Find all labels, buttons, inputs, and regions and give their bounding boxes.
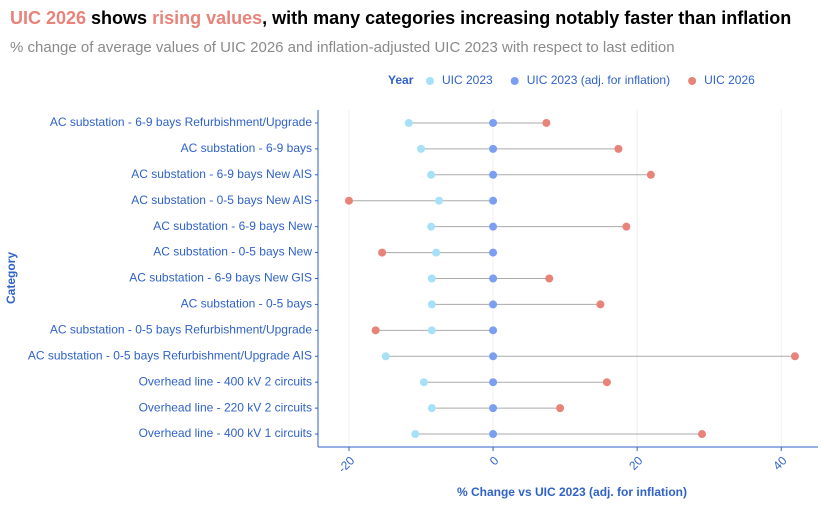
dot — [602, 378, 611, 387]
dot — [381, 352, 390, 361]
title-part: UIC 2026 — [10, 8, 86, 28]
dot — [545, 274, 554, 283]
dot — [411, 430, 420, 439]
dot — [417, 144, 426, 153]
y-tick-label: AC substation - 0-5 bays New AIS — [131, 193, 312, 207]
dot — [344, 196, 353, 205]
dot — [622, 222, 631, 231]
dot — [542, 118, 551, 127]
title-part: rising values — [152, 8, 262, 28]
y-tick-label: Overhead line - 400 kV 1 circuits — [139, 426, 312, 440]
y-tick-label: AC substation - 0-5 bays — [181, 297, 312, 311]
dot — [489, 300, 498, 309]
dot — [489, 326, 498, 335]
dot — [432, 248, 441, 257]
y-tick-label: AC substation - 6-9 bays Refurbishment/U… — [50, 115, 312, 129]
x-tick-label: -20 — [335, 453, 357, 475]
dot — [378, 248, 387, 257]
dot — [489, 196, 498, 205]
y-axis-label: Category — [4, 252, 18, 304]
dot — [489, 378, 498, 387]
dot — [404, 118, 413, 127]
dot — [698, 430, 707, 439]
y-tick-label: AC substation - 6-9 bays New — [153, 219, 312, 233]
y-tick-label: AC substation - 0-5 bays Refurbishment/U… — [50, 323, 312, 337]
dot — [435, 196, 444, 205]
y-tick-label: AC substation - 0-5 bays Refurbishment/U… — [28, 348, 312, 362]
dot — [427, 404, 436, 413]
dot — [427, 326, 436, 335]
y-tick-label: Overhead line - 400 kV 2 circuits — [139, 374, 312, 388]
dot — [489, 170, 498, 179]
legend-title: Year — [388, 73, 414, 87]
legend-marker — [426, 77, 434, 85]
dot — [646, 170, 655, 179]
dot — [427, 222, 436, 231]
y-tick-label: AC substation - 6-9 bays New GIS — [129, 271, 312, 285]
legend-label: UIC 2023 (adj. for inflation) — [527, 73, 670, 87]
chart-title: UIC 2026 shows rising values, with many … — [10, 8, 791, 28]
title-part: shows — [86, 8, 152, 28]
dot — [489, 248, 498, 257]
dot — [371, 326, 380, 335]
y-tick-label: AC substation - 6-9 bays — [181, 141, 312, 155]
legend-label: UIC 2023 — [442, 73, 493, 87]
dot — [489, 144, 498, 153]
legend-marker — [510, 77, 519, 85]
dot — [427, 170, 436, 179]
dot — [790, 352, 799, 361]
x-axis-label: % Change vs UIC 2023 (adj. for inflation… — [457, 485, 687, 499]
dot — [419, 378, 428, 387]
y-tick-label: AC substation - 0-5 bays New — [153, 245, 312, 259]
dot — [556, 404, 565, 413]
dot — [489, 430, 498, 439]
y-tick-label: Overhead line - 220 kV 2 circuits — [139, 400, 312, 414]
dot — [489, 404, 498, 413]
x-tick-label: 20 — [626, 453, 646, 473]
dot — [489, 274, 498, 283]
y-tick-label: AC substation - 6-9 bays New AIS — [131, 167, 312, 181]
dot — [489, 222, 498, 231]
dot — [489, 352, 498, 361]
dot — [614, 144, 623, 153]
legend-marker — [688, 77, 697, 85]
dot — [596, 300, 605, 309]
dot — [427, 300, 436, 309]
legend-label: UIC 2026 — [704, 73, 755, 87]
dot — [427, 274, 436, 283]
x-tick-label: 0 — [487, 453, 502, 468]
x-tick-label: 40 — [770, 453, 790, 473]
chart-subtitle: % change of average values of UIC 2026 a… — [10, 39, 675, 56]
dot — [489, 118, 498, 127]
title-part: , with many categories increasing notabl… — [262, 8, 791, 28]
